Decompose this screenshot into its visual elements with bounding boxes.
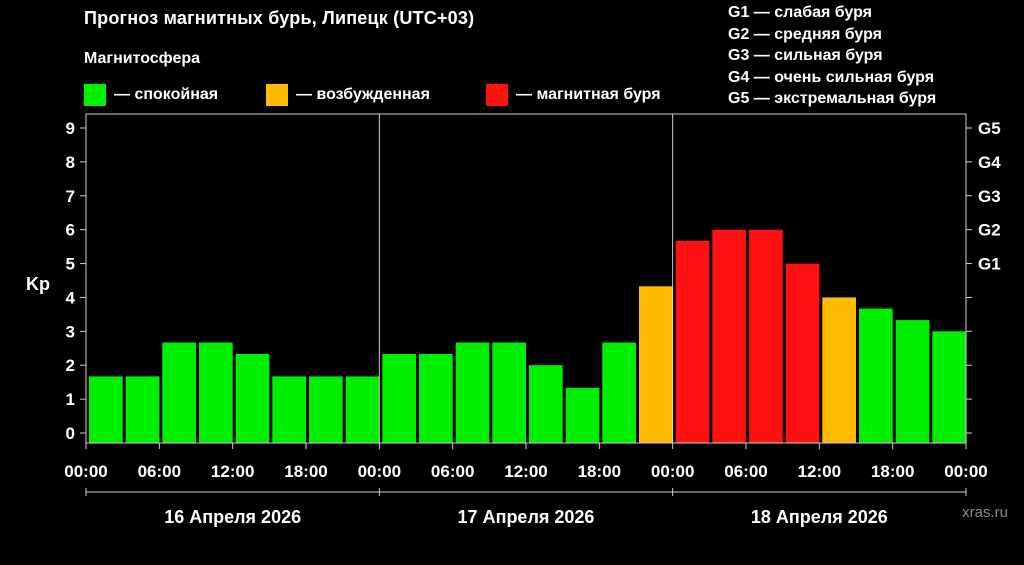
- kp-bar: [162, 342, 196, 443]
- y-axis-label: Kp: [26, 274, 50, 294]
- kp-bar: [529, 365, 563, 443]
- y-tick-label: 2: [66, 356, 75, 375]
- legend-swatch-calm: [84, 84, 106, 106]
- x-tick-label: 06:00: [724, 462, 767, 481]
- kp-bar: [749, 229, 783, 443]
- legend-item-excited: — возбужденная: [266, 84, 430, 106]
- kp-bar: [235, 354, 270, 443]
- legend-label-calm: — спокойная: [114, 86, 219, 103]
- x-tick-label: 06:00: [431, 462, 474, 481]
- chart-title: Прогноз магнитных бурь, Липецк (UTC+03): [84, 8, 475, 28]
- y-tick-label: 5: [66, 255, 75, 274]
- legend-title: Магнитосфера: [84, 50, 201, 67]
- x-tick-label: 00:00: [944, 462, 987, 481]
- kp-bar: [639, 286, 673, 443]
- storm-level-tick-label: G4: [978, 153, 1001, 172]
- legend-item-calm: — спокойная: [84, 84, 218, 106]
- storm-level-tick-label: G5: [978, 119, 1001, 138]
- kp-bar: [89, 376, 123, 443]
- storm-level-g2: G2 — средняя буря: [728, 25, 882, 43]
- kp-bar: [382, 354, 416, 443]
- watermark: xras.ru: [962, 504, 1008, 521]
- kp-bar: [675, 240, 710, 443]
- kp-bar: [199, 342, 233, 443]
- x-tick-label: 00:00: [651, 462, 694, 481]
- x-tick-label: 00:00: [64, 462, 107, 481]
- legend-label-excited: — возбужденная: [296, 86, 430, 103]
- legend-label-storm: — магнитная буря: [516, 86, 661, 103]
- kp-bar: [602, 342, 636, 443]
- legend-swatch-excited: [266, 84, 288, 106]
- x-tick-label: 18:00: [284, 462, 327, 481]
- kp-bar: [712, 229, 746, 443]
- y-tick-label: 9: [66, 119, 75, 138]
- kp-bar: [345, 376, 380, 443]
- kp-bar: [125, 376, 160, 443]
- y-tick-label: 4: [66, 288, 76, 307]
- legend-swatch-storm: [486, 84, 508, 106]
- y-tick-label: 6: [66, 221, 75, 240]
- legend-item-storm: — магнитная буря: [486, 84, 661, 106]
- x-tick-label: 18:00: [578, 462, 621, 481]
- storm-level-tick-label: G3: [978, 187, 1001, 206]
- y-tick-label: 8: [66, 153, 75, 172]
- kp-bar: [419, 354, 453, 443]
- day-label: 18 Апреля 2026: [751, 507, 888, 527]
- y-tick-label: 7: [66, 187, 75, 206]
- storm-level-g5: G5 — экстремальная буря: [728, 90, 937, 108]
- kp-bar: [785, 263, 820, 443]
- storm-level-g1: G1 — слабая буря: [728, 4, 873, 21]
- kp-bar: [455, 342, 490, 443]
- kp-bar: [895, 320, 930, 443]
- x-tick-label: 06:00: [138, 462, 181, 481]
- kp-bar: [309, 376, 343, 443]
- x-tick-label: 12:00: [504, 462, 547, 481]
- storm-level-legend: G1 — слабая буря G2 — средняя буря G3 — …: [728, 2, 936, 110]
- kp-bar: [565, 387, 600, 443]
- kp-bar: [932, 331, 966, 443]
- y-tick-label: 3: [66, 322, 75, 341]
- y-tick-label: 1: [66, 390, 75, 409]
- kp-bar: [822, 297, 856, 443]
- x-tick-label: 00:00: [358, 462, 401, 481]
- kp-bar: [859, 308, 893, 443]
- kp-bar: [272, 376, 306, 443]
- storm-level-tick-label: G1: [978, 255, 1001, 274]
- day-label: 16 Апреля 2026: [164, 507, 301, 527]
- storm-level-g4: G4 — очень сильная буря: [728, 68, 935, 86]
- storm-level-g3: G3 — сильная буря: [728, 47, 883, 65]
- x-tick-label: 18:00: [871, 462, 914, 481]
- storm-level-tick-label: G2: [978, 221, 1001, 240]
- x-tick-label: 12:00: [211, 462, 254, 481]
- x-tick-label: 12:00: [798, 462, 841, 481]
- day-label: 17 Апреля 2026: [458, 507, 595, 527]
- kp-bar: [492, 342, 526, 443]
- y-tick-label: 0: [66, 424, 75, 443]
